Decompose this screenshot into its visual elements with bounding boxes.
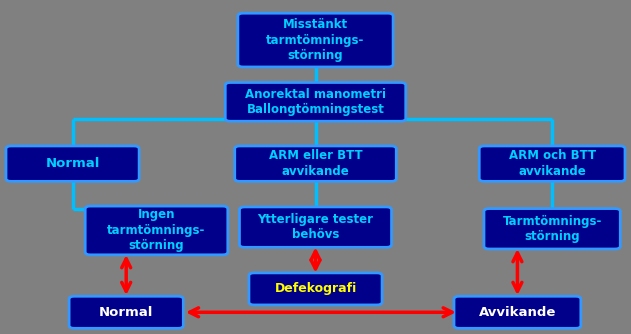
Text: Ytterligare tester
behövs: Ytterligare tester behövs [257,213,374,241]
FancyBboxPatch shape [240,207,391,247]
FancyBboxPatch shape [454,296,581,328]
FancyBboxPatch shape [69,296,183,328]
Text: Misstänkt
tarmtömnings-
störning: Misstänkt tarmtömnings- störning [266,18,365,62]
Text: Ingen
tarmtömnings-
störning: Ingen tarmtömnings- störning [107,208,206,253]
Text: ARM och BTT
avvikande: ARM och BTT avvikande [509,149,596,178]
FancyBboxPatch shape [6,146,139,181]
FancyBboxPatch shape [238,13,393,67]
Text: Normal: Normal [45,157,100,170]
Text: Defekografi: Defekografi [274,283,357,295]
FancyBboxPatch shape [484,208,620,249]
FancyBboxPatch shape [480,146,625,181]
FancyBboxPatch shape [249,273,382,305]
FancyBboxPatch shape [85,206,228,255]
Text: Avvikande: Avvikande [479,306,556,319]
FancyBboxPatch shape [235,146,396,181]
Text: Anorektal manometri
Ballongtömningstest: Anorektal manometri Ballongtömningstest [245,88,386,116]
Text: Tarmtömnings-
störning: Tarmtömnings- störning [502,214,602,243]
FancyBboxPatch shape [225,82,406,121]
Text: Normal: Normal [99,306,153,319]
Text: ARM eller BTT
avvikande: ARM eller BTT avvikande [269,149,362,178]
